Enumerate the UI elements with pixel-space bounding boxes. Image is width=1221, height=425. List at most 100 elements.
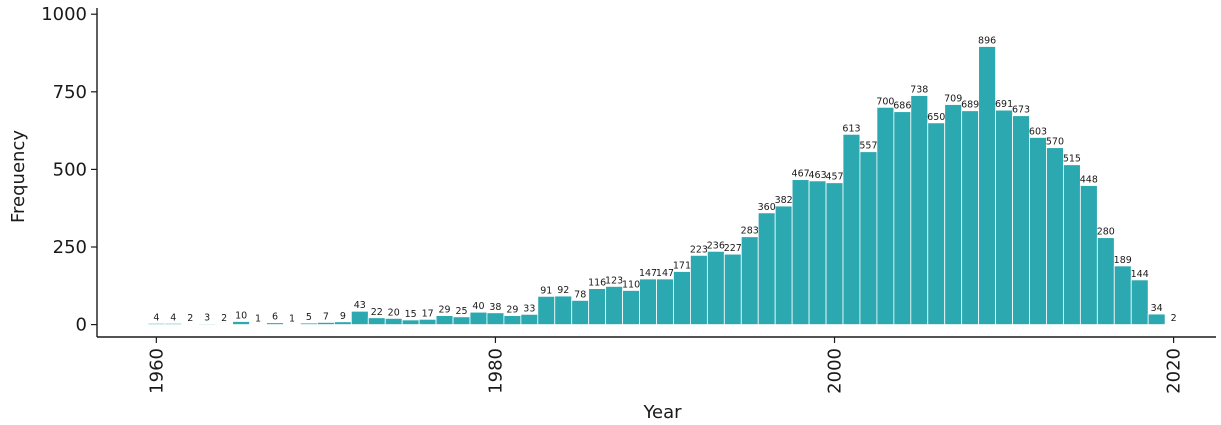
bar-label-1964: 2 <box>221 313 227 324</box>
bar-label-2013: 570 <box>1046 137 1064 148</box>
bar-label-1970: 7 <box>323 311 329 322</box>
bar-label-1977: 29 <box>439 305 451 316</box>
bar-2009 <box>978 46 996 325</box>
bar-label-1968: 1 <box>289 313 295 324</box>
bar-label-2016: 280 <box>1097 227 1115 238</box>
bar-2016 <box>1096 237 1115 325</box>
bar-label-1981: 29 <box>506 305 518 316</box>
bar-label-1967: 6 <box>272 312 278 323</box>
bar-2003 <box>876 106 895 325</box>
bar-label-1982: 33 <box>523 303 535 314</box>
bar-label-2007: 709 <box>944 94 962 105</box>
bar-label-1978: 25 <box>455 306 467 317</box>
bar-1996 <box>757 212 776 325</box>
bar-1980 <box>486 312 505 325</box>
y-tick-label-1000: 1000 <box>41 4 87 25</box>
x-tick-label-1980: 1980 <box>485 348 506 394</box>
bar-1983 <box>537 295 556 325</box>
y-tick-label-0: 0 <box>76 315 87 336</box>
bar-label-1993: 236 <box>707 240 725 251</box>
bar-label-1972: 43 <box>354 300 366 311</box>
bar-label-2008: 689 <box>961 100 979 111</box>
bar-label-2017: 189 <box>1114 255 1132 266</box>
bar-1964 <box>215 323 234 326</box>
bar-2000 <box>825 182 844 325</box>
bar-2014 <box>1063 164 1081 325</box>
bar-1979 <box>469 311 488 325</box>
bar-label-1969: 5 <box>306 312 312 323</box>
y-axis-title: Frequency <box>8 130 29 223</box>
bar-label-2011: 673 <box>1012 105 1030 116</box>
bar-1994 <box>723 253 742 325</box>
bar-2005 <box>910 95 929 325</box>
bar-2018 <box>1130 279 1149 325</box>
bar-label-1973: 22 <box>371 307 383 318</box>
bar-label-1989: 147 <box>639 268 657 279</box>
bar-2004 <box>893 111 912 325</box>
bar-1997 <box>774 205 793 325</box>
bar-label-1974: 20 <box>388 307 400 318</box>
bar-1970 <box>317 322 335 325</box>
y-tick-label-250: 250 <box>53 237 87 258</box>
bar-label-1998: 467 <box>792 169 810 180</box>
bar-label-2004: 686 <box>893 101 911 112</box>
bar-2002 <box>859 151 878 325</box>
bar-label-1983: 91 <box>540 285 552 296</box>
bar-1995 <box>740 236 759 325</box>
bar-1978 <box>452 316 471 325</box>
bar-2001 <box>842 133 861 325</box>
bar-1990 <box>656 278 674 325</box>
bar-1987 <box>605 286 623 325</box>
bar-label-1987: 123 <box>605 275 623 286</box>
y-tick-label-500: 500 <box>53 159 87 180</box>
bar-1975 <box>401 319 420 325</box>
bar-2006 <box>927 122 946 325</box>
bar-1965 <box>232 321 250 325</box>
bar-1972 <box>350 310 369 325</box>
bar-2012 <box>1029 137 1047 325</box>
x-tick-label-1960: 1960 <box>146 348 167 394</box>
y-tick-label-750: 750 <box>53 82 87 103</box>
bar-1999 <box>808 180 827 325</box>
bar-1967 <box>266 322 284 325</box>
bar-1969 <box>300 322 318 325</box>
bar-label-1986: 116 <box>588 278 606 289</box>
bar-1989 <box>639 278 657 325</box>
bar-label-1984: 92 <box>557 285 569 296</box>
bar-label-1995: 283 <box>741 226 759 237</box>
bar-label-2012: 603 <box>1029 126 1047 137</box>
bar-2017 <box>1113 265 1132 325</box>
bar-2011 <box>1012 115 1030 325</box>
bar-label-2009: 896 <box>978 35 996 46</box>
bar-label-2018: 144 <box>1131 269 1149 280</box>
bar-label-1988: 110 <box>622 279 640 290</box>
bar-1991 <box>673 271 691 325</box>
bar-label-1962: 2 <box>187 313 193 324</box>
y-axis-ticks: 0 250 500 750 1000 <box>41 4 97 336</box>
bar-label-2020: 2 <box>1171 313 1177 324</box>
bar-1968 <box>283 323 301 326</box>
bar-label-1971: 9 <box>340 311 346 322</box>
bar-label-2010: 691 <box>995 99 1013 110</box>
bar-1982 <box>520 313 539 325</box>
bar-1961 <box>164 322 183 325</box>
bar-label-1960: 4 <box>153 312 159 323</box>
bar-1974 <box>384 317 403 325</box>
bar-label-2002: 557 <box>859 141 877 152</box>
bar-label-2019: 34 <box>1151 303 1163 314</box>
bar-label-1963: 3 <box>204 313 210 324</box>
bar-label-1976: 17 <box>422 308 434 319</box>
bar-label-1997: 382 <box>775 195 793 206</box>
bar-1973 <box>367 317 386 325</box>
bar-label-1980: 38 <box>489 302 501 313</box>
bar-label-2006: 650 <box>927 112 945 123</box>
bar-2015 <box>1079 185 1098 325</box>
bar-label-1961: 4 <box>170 312 176 323</box>
x-tick-label-2000: 2000 <box>825 348 846 394</box>
bar-label-1994: 227 <box>724 243 742 254</box>
bar-1981 <box>503 315 522 325</box>
bar-1966 <box>249 323 267 326</box>
bar-label-2003: 700 <box>876 96 894 107</box>
